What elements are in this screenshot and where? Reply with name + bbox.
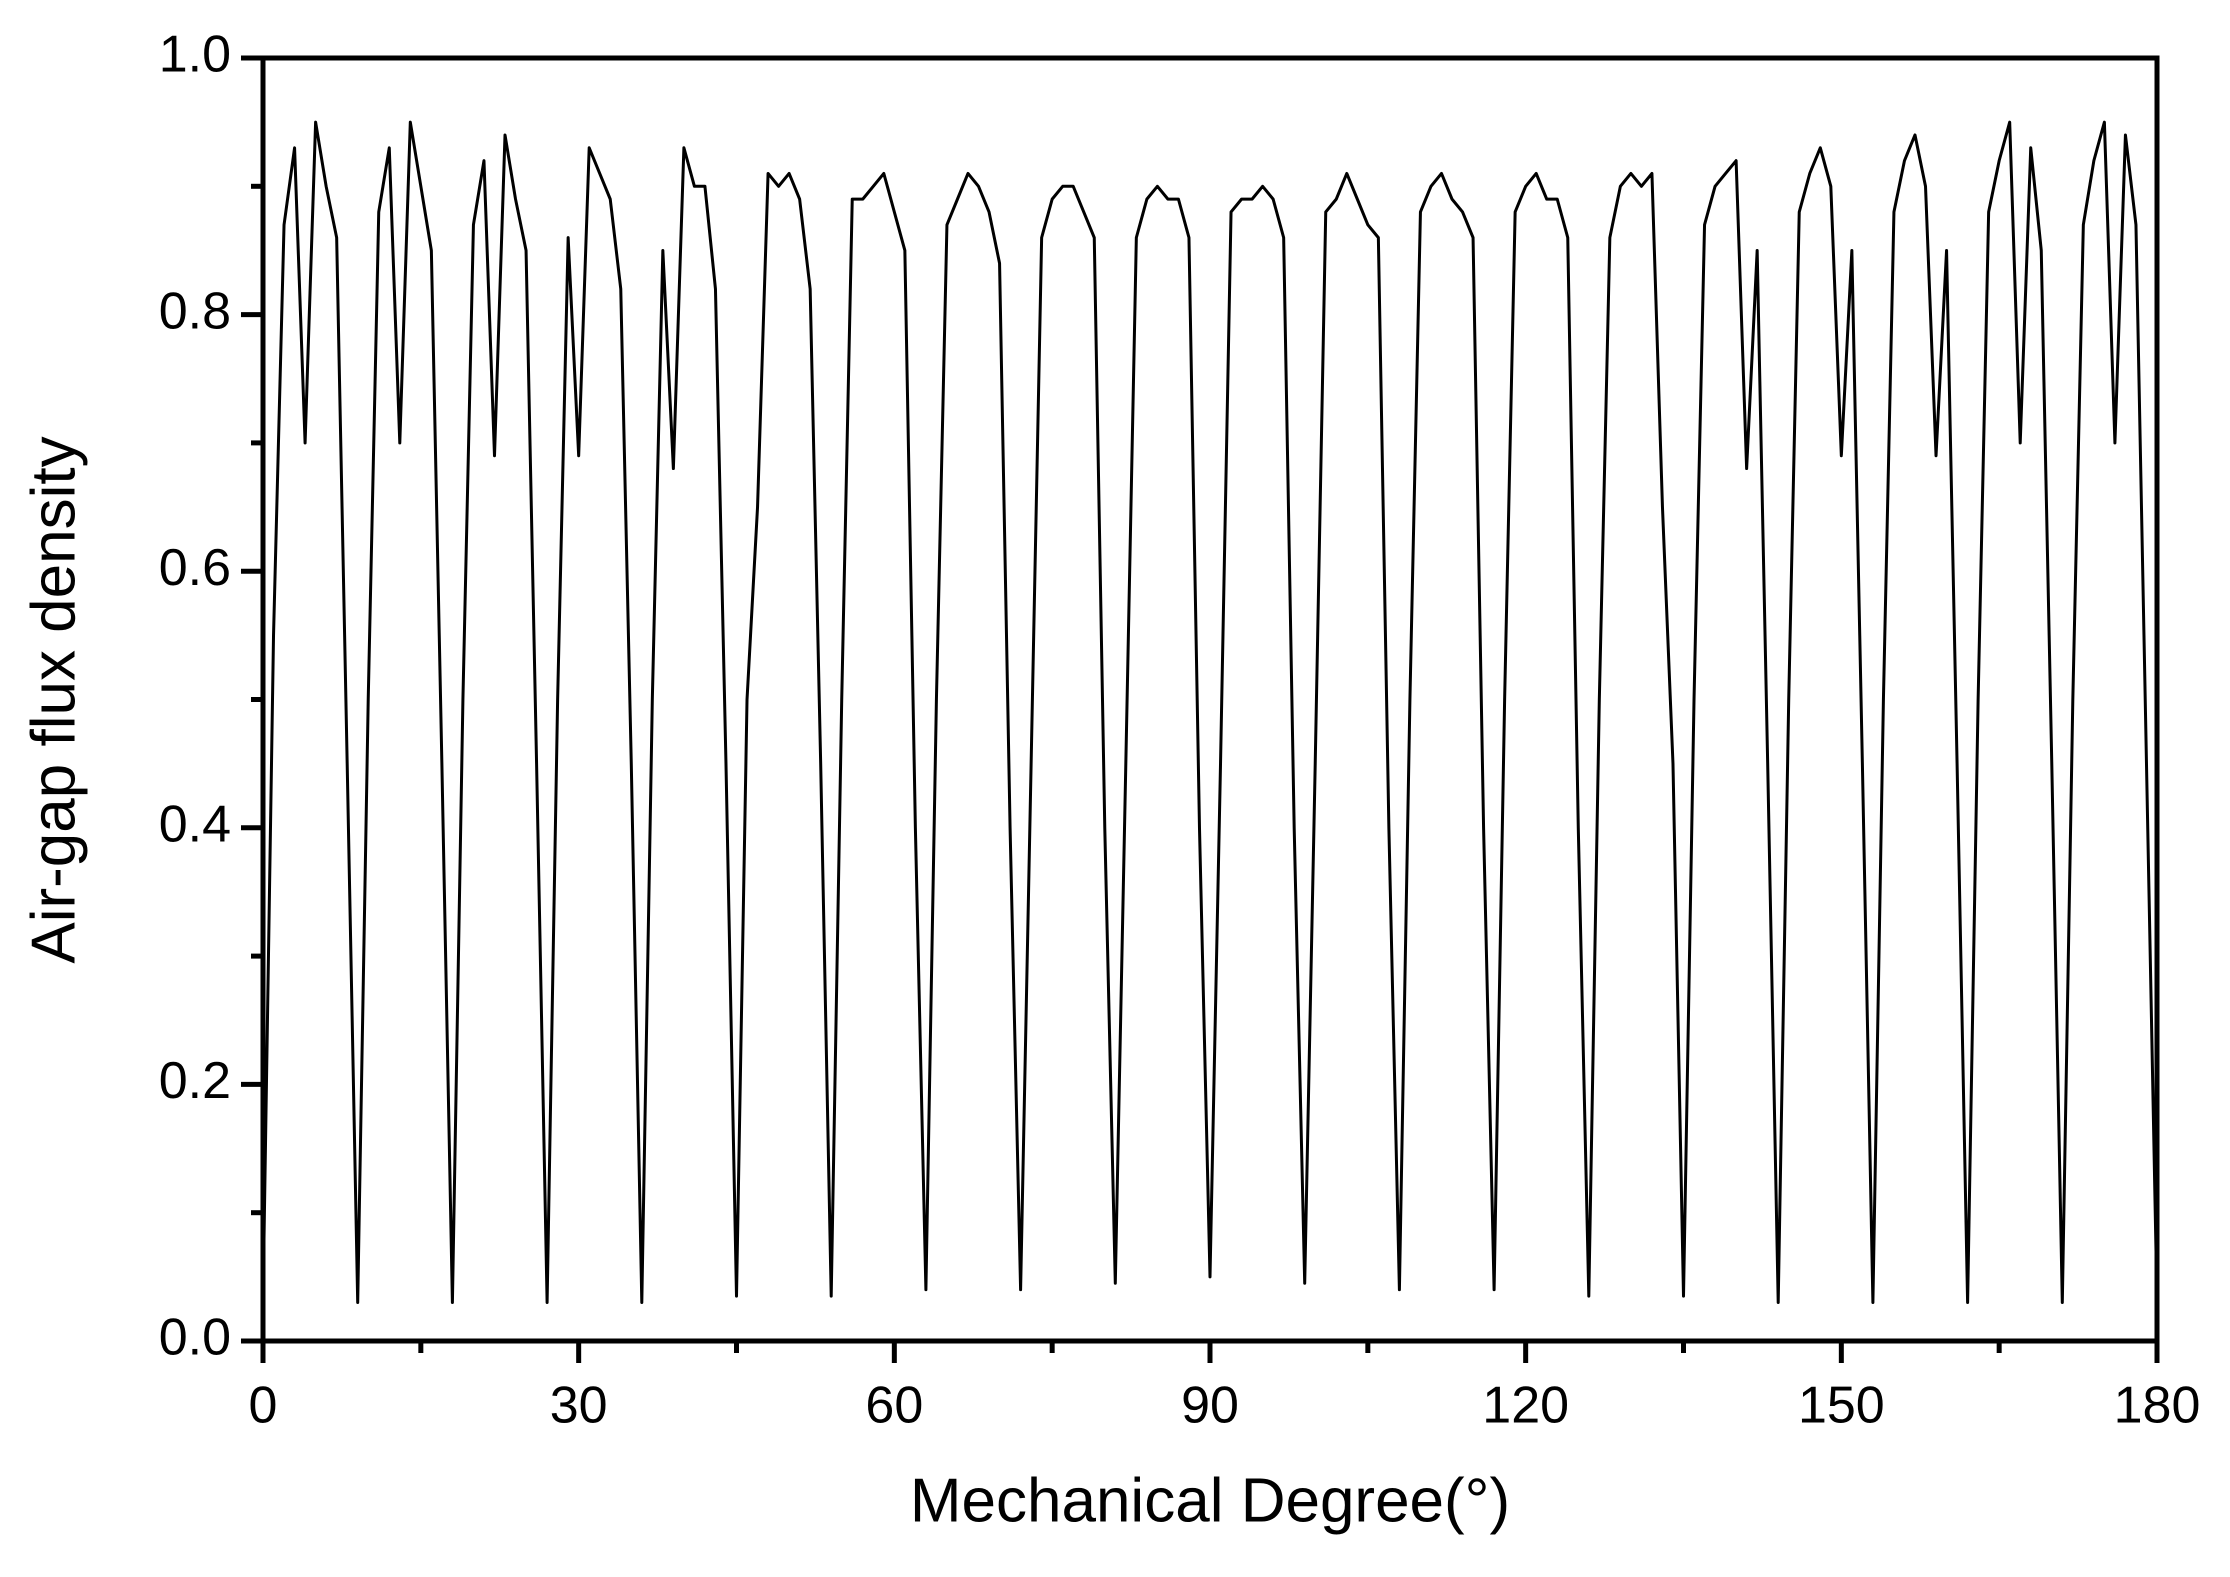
x-tick-label: 60 [865,1377,923,1435]
x-tick-label: 90 [1181,1377,1239,1435]
y-tick-label: 0.6 [159,539,231,597]
y-axis-label: Air-gap flux density [19,436,88,963]
x-axis-label: Mechanical Degree(°) [910,1466,1510,1535]
x-tick-label: 180 [2114,1377,2201,1435]
y-tick-label: 1.0 [159,26,231,84]
y-tick-label: 0.4 [159,796,231,854]
x-tick-label: 120 [1482,1377,1569,1435]
x-tick-label: 0 [249,1377,278,1435]
x-tick-label: 150 [1798,1377,1885,1435]
y-tick-label: 0.0 [159,1309,231,1367]
y-tick-label: 0.2 [159,1052,231,1110]
data-line [261,120,2159,1305]
y-tick-label: 0.8 [159,282,231,340]
x-tick-label: 30 [550,1377,608,1435]
plot-frame [260,55,2160,1344]
